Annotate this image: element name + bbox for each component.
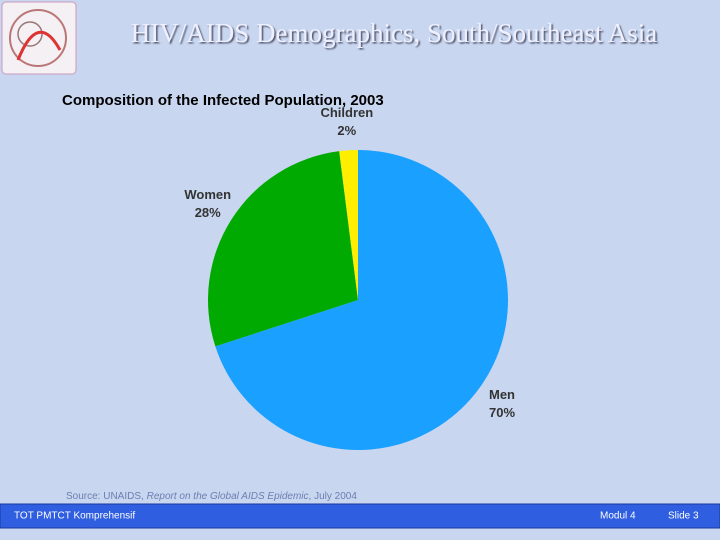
- source-prefix: Source: UNAIDS,: [66, 491, 147, 502]
- chart-title: Composition of the Infected Population, …: [62, 92, 384, 109]
- slice-value: 28%: [195, 205, 221, 220]
- footer-slide: Slide 3: [668, 511, 699, 522]
- footer-left: TOT PMTCT Komprehensif: [14, 511, 135, 522]
- slice-value: 2%: [337, 123, 356, 138]
- pie-slice: [339, 150, 358, 300]
- footer-bar: [0, 503, 720, 529]
- slice-name: Women: [184, 187, 231, 202]
- pie: Men 70% Women 28% Children 2%: [184, 105, 515, 450]
- source-date: , July 2004: [309, 491, 358, 502]
- pie-slice: [208, 151, 358, 347]
- slice-value: 70%: [489, 405, 515, 420]
- footer-module: Modul 4: [600, 511, 636, 522]
- source-work: Report on the Global AIDS Epidemic: [147, 491, 309, 502]
- pie-slice: [215, 150, 508, 450]
- slide-title: HIV/AIDS Demographics, South/Southeast A…: [131, 18, 657, 48]
- logo: [1, 1, 77, 75]
- slice-name: Men: [489, 387, 515, 402]
- source: Source: UNAIDS, Report on the Global AID…: [66, 491, 357, 502]
- slice-name: Children: [320, 105, 373, 120]
